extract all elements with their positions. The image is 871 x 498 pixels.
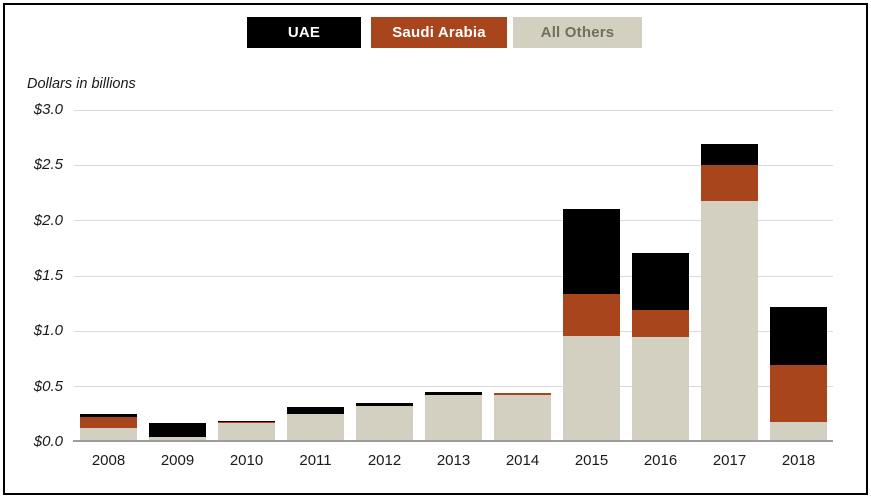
bar-segment-uae-2018 xyxy=(770,307,827,365)
y-tick-label-2.0: $2.0 xyxy=(33,211,63,229)
bar-segment-saudi-arabia-2008 xyxy=(80,416,137,428)
gridline-3.0 xyxy=(74,109,833,111)
bar-segment-uae-2009 xyxy=(149,423,206,437)
bar-2017 xyxy=(701,144,758,441)
bar-2008 xyxy=(80,414,137,441)
bar-segment-all-others-2016 xyxy=(632,336,689,441)
bar-segment-uae-2015 xyxy=(563,208,620,294)
bar-2009 xyxy=(149,423,206,441)
y-tick-label-3.0: $3.0 xyxy=(33,101,63,118)
bar-segment-saudi-arabia-2018 xyxy=(770,364,827,423)
bar-segment-all-others-2017 xyxy=(701,200,758,441)
bar-segment-uae-2016 xyxy=(632,252,689,311)
bar-2016 xyxy=(632,252,689,441)
x-tick-label-2016: 2016 xyxy=(643,452,678,469)
bar-segment-saudi-arabia-2015 xyxy=(563,293,620,336)
x-tick-label-2011: 2011 xyxy=(299,452,332,469)
gridline-0.5 xyxy=(74,386,833,388)
y-tick-label-0.0: $0.0 xyxy=(33,433,63,450)
x-tick-label-2013: 2013 xyxy=(436,452,471,469)
bar-2013 xyxy=(425,392,482,441)
bar-segment-all-others-2008 xyxy=(80,427,137,441)
bar-segment-uae-2011 xyxy=(287,406,344,415)
bar-segment-uae-2012 xyxy=(356,403,413,406)
gridline-1.5 xyxy=(74,275,833,277)
legend-item-uae: UAE xyxy=(247,17,361,48)
x-tick-label-2018: 2018 xyxy=(781,452,816,469)
x-tick-label-2008: 2008 xyxy=(91,452,126,469)
bar-2010 xyxy=(218,421,275,441)
bar-2014 xyxy=(494,393,551,441)
bars-container xyxy=(74,110,833,441)
gridline-2.5 xyxy=(74,164,833,166)
bar-segment-all-others-2015 xyxy=(563,335,620,441)
bar-2018 xyxy=(770,307,827,441)
axis-units-note: Dollars in billions xyxy=(27,76,136,92)
legend-item-saudi-arabia: Saudi Arabia xyxy=(371,17,507,48)
bar-segment-all-others-2009 xyxy=(149,436,206,441)
bar-segment-uae-2008 xyxy=(80,414,137,417)
plot-area xyxy=(73,109,833,442)
bar-segment-all-others-2014 xyxy=(494,394,551,441)
bar-segment-all-others-2010 xyxy=(218,423,275,441)
x-axis-tick-labels: 2008 2009 2010 2011 2012 2013 2014 2015 2016 2017… xyxy=(74,452,833,469)
x-tick-label-2010: 2010 xyxy=(229,452,264,469)
bar-segment-uae-2017 xyxy=(701,144,758,166)
bar-2011 xyxy=(287,406,344,441)
gridline-1.0 xyxy=(74,330,833,332)
y-tick-label-2.5: $2.5 xyxy=(33,156,63,174)
bar-2012 xyxy=(356,403,413,441)
x-tick-label-2017: 2017 xyxy=(712,452,747,469)
legend: UAE Saudi Arabia All Others xyxy=(247,17,642,48)
x-tick-label-2012: 2012 xyxy=(367,452,402,469)
bar-segment-saudi-arabia-2010 xyxy=(218,422,275,424)
y-tick-label-1.0: $1.0 xyxy=(33,322,63,340)
y-tick-label-1.5: $1.5 xyxy=(33,267,63,284)
gridline-2.0 xyxy=(74,220,833,222)
y-tick-label-0.5: $0.5 xyxy=(33,377,63,395)
bar-segment-all-others-2018 xyxy=(770,422,827,441)
bar-segment-uae-2010 xyxy=(218,421,275,423)
bar-segment-saudi-arabia-2017 xyxy=(701,165,758,201)
x-tick-label-2014: 2014 xyxy=(505,452,540,469)
x-tick-label-2015: 2015 xyxy=(574,452,609,469)
legend-item-all-others: All Others xyxy=(513,17,642,48)
bar-segment-uae-2013 xyxy=(425,392,482,395)
bar-segment-all-others-2011 xyxy=(287,414,344,441)
x-axis-line xyxy=(73,440,833,442)
bar-2015 xyxy=(563,208,620,441)
bar-segment-saudi-arabia-2014 xyxy=(494,393,551,395)
bar-segment-all-others-2012 xyxy=(356,405,413,441)
bar-segment-all-others-2013 xyxy=(425,394,482,441)
bar-segment-saudi-arabia-2016 xyxy=(632,310,689,337)
x-tick-label-2009: 2009 xyxy=(160,452,195,469)
